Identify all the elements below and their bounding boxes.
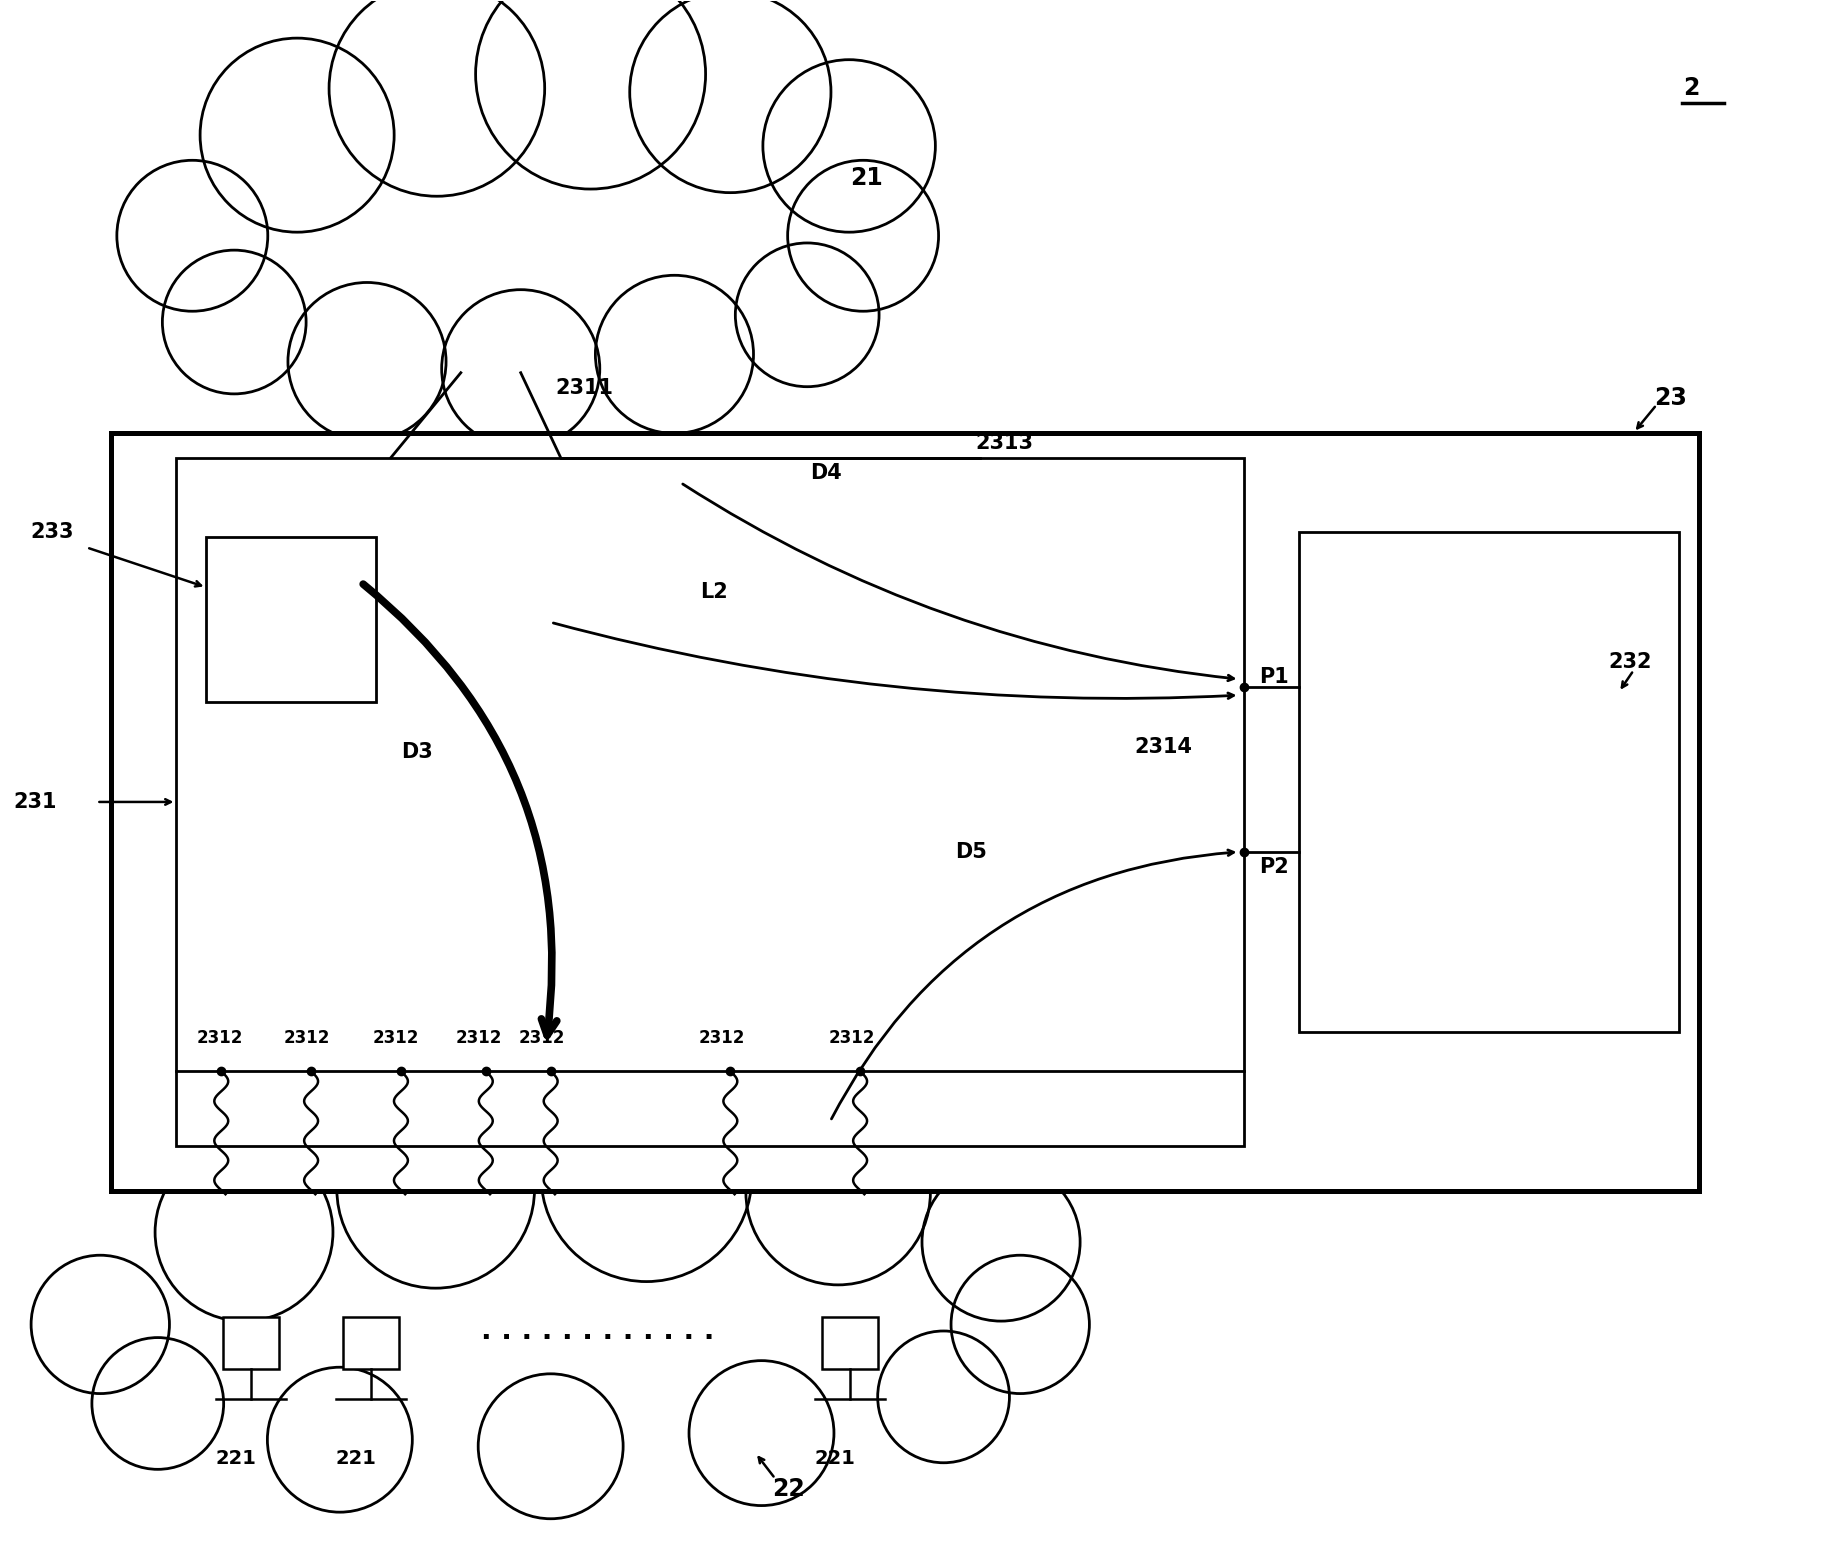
FancyBboxPatch shape (177, 458, 1245, 1146)
Text: D3: D3 (402, 742, 433, 762)
Text: 221: 221 (814, 1449, 855, 1468)
Circle shape (746, 1101, 930, 1284)
Circle shape (116, 160, 267, 311)
Circle shape (542, 1070, 752, 1281)
Text: 2312: 2312 (829, 1029, 875, 1047)
Text: 2312: 2312 (455, 1029, 503, 1047)
Text: 221: 221 (335, 1449, 376, 1468)
Text: 2312: 2312 (284, 1029, 330, 1047)
Text: 2312: 2312 (197, 1029, 243, 1047)
Text: L2: L2 (700, 583, 728, 603)
Circle shape (735, 244, 879, 387)
FancyBboxPatch shape (822, 1317, 879, 1369)
Circle shape (442, 290, 600, 447)
Text: 221: 221 (216, 1449, 256, 1468)
Text: 2: 2 (1684, 76, 1700, 100)
Text: 2312: 2312 (698, 1029, 744, 1047)
Text: . . . . . . . . . . . .: . . . . . . . . . . . . (481, 1317, 715, 1345)
Ellipse shape (214, 103, 829, 382)
Circle shape (330, 0, 545, 196)
Text: 232: 232 (1608, 652, 1652, 672)
FancyBboxPatch shape (343, 1317, 400, 1369)
Text: D5: D5 (954, 842, 987, 862)
Text: 2314: 2314 (1135, 737, 1192, 757)
Circle shape (689, 1360, 834, 1505)
Circle shape (267, 1368, 413, 1513)
Circle shape (287, 282, 446, 441)
Circle shape (162, 250, 306, 393)
Text: P1: P1 (1260, 668, 1289, 688)
Circle shape (155, 1143, 333, 1321)
Text: 23: 23 (1654, 386, 1687, 410)
Text: 2312: 2312 (372, 1029, 420, 1047)
Circle shape (923, 1163, 1079, 1321)
Circle shape (595, 276, 753, 433)
Circle shape (31, 1255, 169, 1394)
FancyBboxPatch shape (1299, 532, 1678, 1032)
Circle shape (479, 1374, 623, 1519)
Circle shape (950, 1255, 1089, 1394)
Text: 2311: 2311 (556, 378, 613, 398)
Circle shape (475, 0, 705, 190)
Circle shape (92, 1337, 223, 1470)
Text: 22: 22 (772, 1477, 805, 1500)
Text: 233: 233 (29, 523, 74, 543)
Circle shape (201, 39, 394, 233)
Circle shape (788, 160, 939, 311)
Text: 2312: 2312 (519, 1029, 565, 1047)
Text: 2313: 2313 (974, 433, 1033, 453)
Ellipse shape (129, 1203, 973, 1459)
Circle shape (763, 60, 936, 233)
FancyBboxPatch shape (112, 433, 1698, 1192)
Text: 21: 21 (851, 167, 882, 190)
Text: P2: P2 (1260, 857, 1289, 877)
Text: 231: 231 (13, 793, 57, 813)
FancyBboxPatch shape (206, 538, 376, 702)
FancyBboxPatch shape (223, 1317, 280, 1369)
Circle shape (630, 0, 831, 193)
Text: D4: D4 (810, 463, 842, 483)
Circle shape (877, 1331, 1009, 1463)
Circle shape (337, 1090, 534, 1288)
